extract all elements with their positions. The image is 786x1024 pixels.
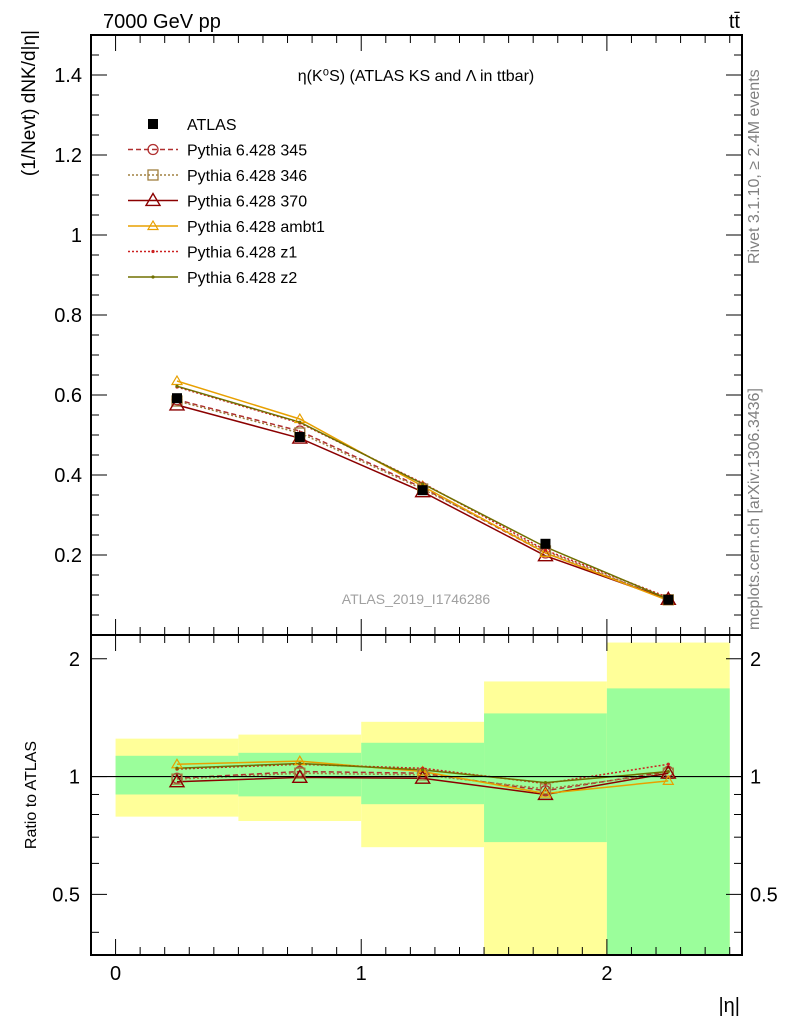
marker-pythia-6-428-z1: [151, 249, 155, 254]
marker-atlas: [663, 594, 674, 605]
y-tick-label: 0.6: [54, 385, 82, 407]
marker-pythia-6-428-z2: [543, 781, 548, 785]
marker-atlas: [148, 119, 158, 129]
analysis-watermark: ATLAS_2019_I1746286: [342, 591, 491, 607]
legend-label: Pythia 6.428 370: [187, 194, 307, 211]
marker-pythia-6-428-ambt1: [539, 787, 552, 798]
marker-pythia-6-428-z1: [666, 762, 670, 766]
chart-title: η(K⁰S) (ATLAS KS and Λ in ttbar): [298, 68, 534, 85]
ratio-y-tick-label-right: 1: [750, 767, 761, 789]
rivet-label: Rivet 3.1.10, ≥ 2.4M events: [746, 69, 763, 264]
labels: 7000 GeV pp tt̄ Rivet 3.1.10, ≥ 2.4M eve…: [19, 11, 763, 1017]
marker-pythia-6-428-z2: [175, 384, 179, 388]
mcplots-label: mcplots.cern.ch [arXiv:1306.3436]: [746, 388, 763, 630]
y-tick-label: 0.4: [54, 465, 82, 487]
legend-label: Pythia 6.428 346: [187, 168, 307, 185]
x-axis-label: |η|: [718, 995, 740, 1017]
ratio-frame: [90, 634, 743, 956]
marker-pythia-6-428-346: [147, 169, 159, 181]
marker-pythia-6-428-z1: [543, 548, 548, 552]
marker-atlas: [417, 485, 428, 496]
x-tick-label: 0: [110, 963, 121, 985]
legend-label: Pythia 6.428 345: [187, 143, 307, 160]
y-tick-label: 0.8: [54, 305, 82, 327]
y-tick-label: 1.4: [54, 65, 82, 87]
marker-atlas: [294, 432, 305, 442]
marker-pythia-6-428-370: [660, 764, 677, 779]
marker-pythia-6-428-370: [291, 769, 309, 784]
ratio-bands: [115, 642, 730, 955]
legend-label: Pythia 6.428 z1: [187, 245, 297, 262]
marker-pythia-6-428-370: [144, 192, 162, 207]
ratio-y-tick-label-right: 2: [750, 649, 761, 671]
y-tick-label: 0.2: [54, 545, 82, 567]
data-markers: [168, 374, 677, 801]
marker-atlas: [171, 393, 182, 404]
marker-pythia-6-428-346: [294, 767, 306, 779]
process-label: tt̄: [729, 11, 741, 33]
marker-pythia-6-428-z2: [151, 275, 155, 279]
marker-pythia-6-428-z2: [421, 482, 425, 486]
line-pythia-6-428-346: [176, 400, 669, 601]
ratio-y-tick-label: 0.5: [52, 884, 80, 906]
marker-pythia-6-428-345: [147, 143, 159, 156]
marker-pythia-6-428-ambt1: [416, 765, 429, 776]
x-tick-label: 2: [601, 963, 612, 985]
ratio-line-pythia-6-428-345: [176, 770, 669, 792]
marker-pythia-6-428-370: [168, 773, 186, 788]
legend-label: Pythia 6.428 z2: [187, 270, 297, 287]
marker-pythia-6-428-ambt1: [539, 546, 552, 558]
x-tick-label: 1: [356, 963, 367, 985]
inner-band-1: [238, 752, 362, 797]
marker-atlas: [540, 538, 551, 549]
ratio-y-axis-label: Ratio to ATLAS: [23, 741, 40, 849]
legend-label: ATLAS: [187, 117, 237, 134]
marker-pythia-6-428-ambt1: [170, 374, 184, 386]
legend: ATLAS Pythia 6.428 345 Pythia 6.428 346 Pyt…: [128, 117, 325, 287]
marker-pythia-6-428-370: [414, 769, 431, 784]
y-tick-label: 1.2: [54, 145, 82, 167]
marker-pythia-6-428-ambt1: [146, 219, 160, 231]
marker-pythia-6-428-370: [168, 396, 186, 411]
marker-pythia-6-428-z2: [666, 769, 670, 774]
y-tick-label: 1: [71, 225, 82, 247]
ratio-y-tick-label-right: 0.5: [750, 884, 778, 906]
y-axis-label: (1/Nevt) dNK/d|η|: [19, 30, 40, 176]
axes: 0 1 2 0.2 0.4 0.6 0.8 1 1.2 1.4 0.5 0.5 1 1 2 2: [52, 34, 778, 985]
ratio-y-tick-label: 2: [69, 649, 80, 671]
energy-label: 7000 GeV pp: [103, 11, 221, 33]
marker-pythia-6-428-z2: [298, 420, 302, 424]
ratio-y-tick-label: 1: [69, 767, 80, 789]
marker-pythia-6-428-z2: [175, 766, 179, 770]
marker-pythia-6-428-z2: [421, 768, 425, 772]
legend-label: Pythia 6.428 ambt1: [187, 219, 325, 236]
marker-pythia-6-428-ambt1: [662, 774, 675, 785]
inner-band-4: [606, 688, 730, 955]
marker-pythia-6-428-z2: [298, 761, 302, 766]
